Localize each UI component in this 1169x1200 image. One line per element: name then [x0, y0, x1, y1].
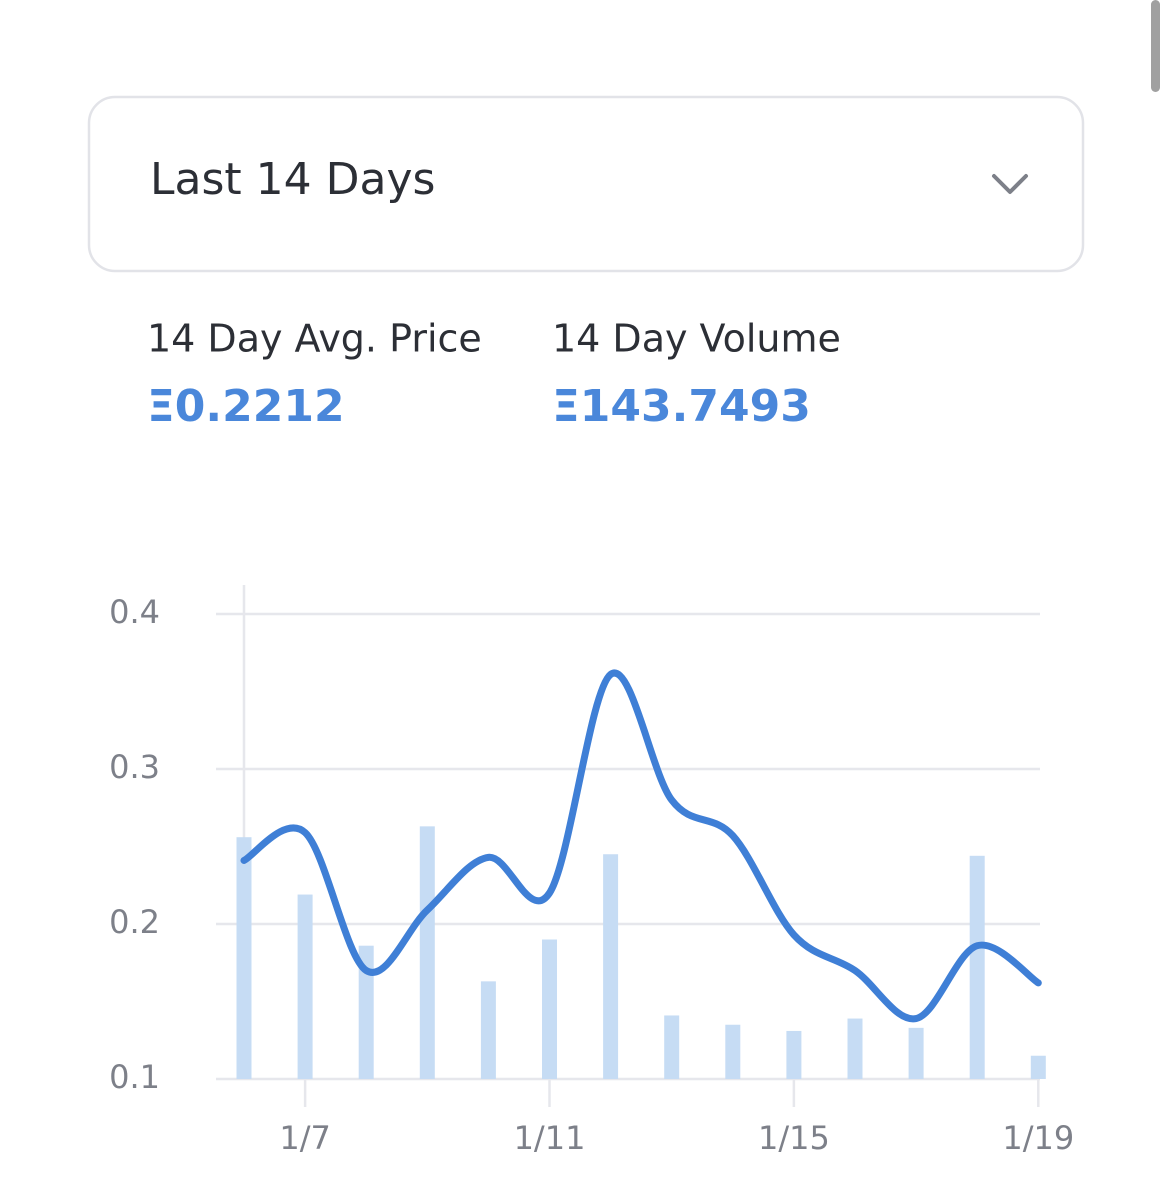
dropdown[interactable]: Last 14 Days — [87, 95, 1085, 273]
bar — [297, 894, 313, 1079]
bar — [908, 1027, 924, 1079]
price-line — [240, 669, 1042, 1023]
chevron — [992, 174, 1028, 194]
y-tick-label: 0.3 — [109, 748, 160, 786]
stat-value: Ξ143.7493 — [552, 381, 811, 432]
bar — [786, 1030, 802, 1079]
dropdown-box[interactable] — [87, 95, 1085, 273]
dropdown-label: Last 14 Days — [150, 154, 435, 205]
bar — [847, 1018, 863, 1079]
bar — [725, 1024, 741, 1079]
y-tick-label: 0.4 — [109, 593, 160, 631]
y-tick-label: 0.2 — [109, 903, 160, 941]
stat-value: Ξ0.2212 — [147, 381, 345, 432]
scrollbar[interactable] — [1151, 0, 1160, 92]
bar — [358, 945, 374, 1079]
chart: 0.1 0.2 0.3 0.4 1/7 1/11 1/15 1/19 — [109, 585, 1074, 1157]
bar — [480, 981, 496, 1079]
x-tick-label: 1/11 — [514, 1119, 586, 1157]
bar — [419, 826, 435, 1079]
bar — [664, 1015, 680, 1079]
stat-label: 14 Day Avg. Price — [147, 317, 482, 361]
bar — [236, 837, 252, 1079]
y-tick-label: 0.1 — [109, 1058, 160, 1096]
x-tick-label: 1/19 — [1002, 1119, 1074, 1157]
bar — [542, 939, 557, 1079]
bar — [969, 855, 985, 1079]
bar — [1030, 1055, 1046, 1079]
x-tick-label: 1/15 — [758, 1119, 830, 1157]
stat-label: 14 Day Volume — [552, 317, 841, 361]
x-tick-label: 1/7 — [279, 1119, 331, 1157]
bar — [603, 854, 619, 1079]
